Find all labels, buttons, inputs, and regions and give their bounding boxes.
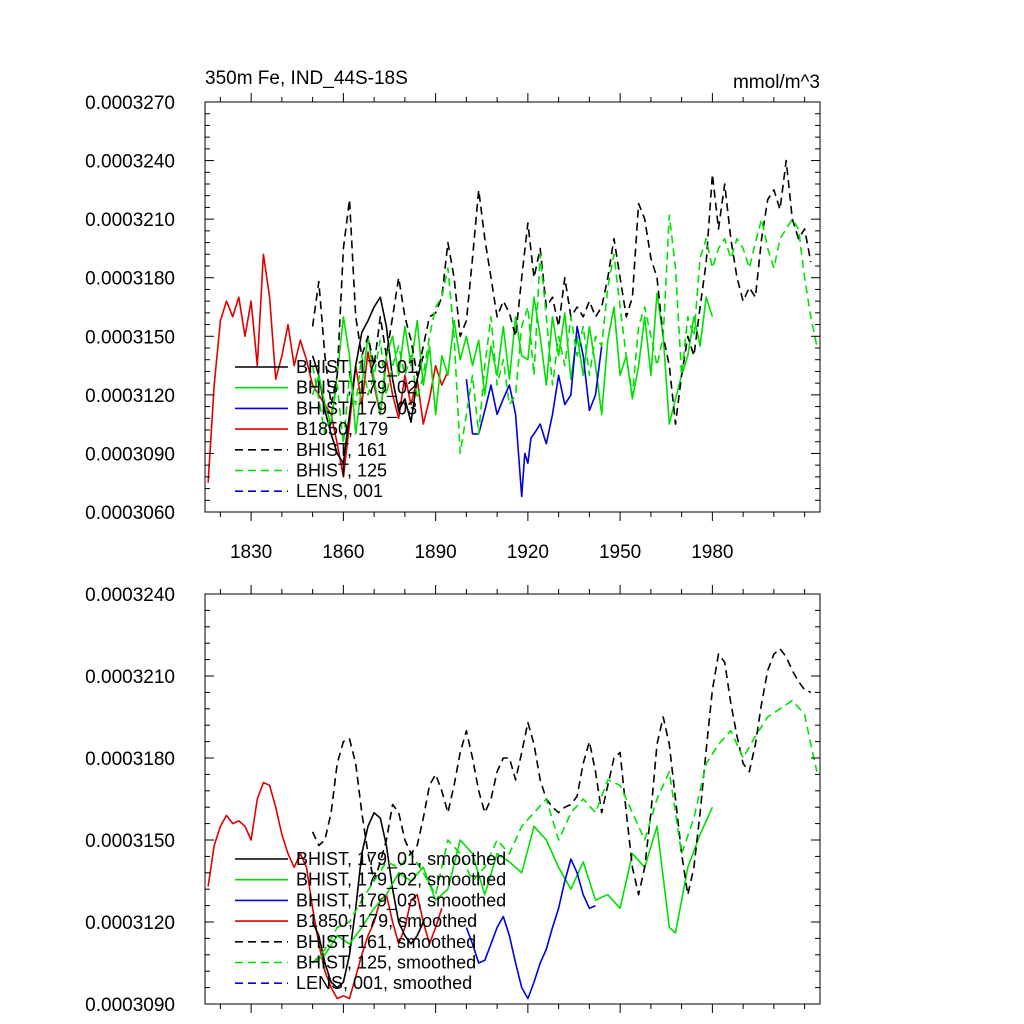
y-tick-label: 0.0003090 (85, 995, 175, 1016)
bottom-panel-frame (204, 593, 821, 1005)
legend-label: LENS, 001, smoothed (296, 973, 472, 993)
x-tick-label: 1920 (507, 542, 549, 563)
y-tick-label: 0.0003060 (85, 503, 175, 524)
legend-label: BHIST, 125 (296, 461, 387, 481)
x-tick-label: 1980 (691, 542, 733, 563)
legend-label: BHIST, 179_02 (296, 378, 417, 399)
series-line-b1850-179 (207, 253, 449, 483)
bottom-panel-axes: 0.0003090 0.0003120 0.0003150 0.0003180 0.00… (85, 585, 820, 1016)
series-line-bhist-179-03 (465, 325, 603, 498)
top-panel-frame (204, 101, 821, 513)
top-panel-units: mmol/m^3 (733, 72, 820, 93)
y-tick-label: 0.0003120 (85, 386, 175, 407)
x-tick-label: 1860 (322, 542, 364, 563)
legend-label: LENS, 001 (296, 481, 383, 501)
legend-label: B1850, 179, smoothed (296, 911, 477, 931)
y-tick-label: 0.0003150 (85, 831, 175, 852)
legend-label: BHIST, 179_03 (296, 398, 417, 419)
series-line-bhist-179-01 (311, 811, 425, 989)
legend-label: B1850, 179 (296, 419, 388, 439)
series-line-bhist-161 (311, 159, 812, 425)
series-line-bhist-179-02 (312, 806, 714, 964)
y-tick-label: 0.0003150 (85, 327, 175, 348)
x-tick-label: 1950 (599, 542, 641, 563)
top-panel: 350m Fe, IND_44S-18S mmol/m^3 0.00030600… (85, 68, 821, 563)
series-line-bhist-179-03 (465, 858, 596, 1000)
y-tick-label: 0.0003210 (85, 210, 175, 231)
legend-label: BHIST, 125, smoothed (296, 953, 476, 973)
series-line-bhist-179-02 (311, 292, 714, 435)
y-tick-label: 0.0003210 (85, 667, 175, 688)
x-tick-label: 1890 (414, 542, 456, 563)
legend-label: BHIST, 161, smoothed (296, 932, 476, 952)
legend-label: BHIST, 161 (296, 440, 387, 460)
legend-label: BHIST, 179_01, smoothed (296, 849, 506, 870)
y-tick-label: 0.0003180 (85, 749, 175, 770)
y-tick-label: 0.0003240 (85, 152, 175, 173)
top-panel-axes: 0.0003060 0.0003090 0.0003120 0.0003150 0.00… (85, 93, 820, 563)
top-panel-series (207, 159, 818, 498)
series-line-bhist-179-01 (311, 296, 425, 465)
x-tick-label: 1830 (230, 542, 272, 563)
top-panel-title: 350m Fe, IND_44S-18S (205, 68, 408, 89)
legend-label: BHIST, 179_03, smoothed (296, 890, 506, 911)
bottom-panel-series (207, 647, 818, 1000)
y-tick-label: 0.0003270 (85, 93, 175, 114)
bottom-panel: 0.0003090 0.0003120 0.0003150 0.0003180 0.00… (85, 585, 821, 1016)
legend-label: BHIST, 179_01 (296, 357, 417, 378)
y-tick-label: 0.0003240 (85, 585, 175, 606)
series-line-bhist-125 (311, 214, 818, 455)
y-tick-label: 0.0003180 (85, 269, 175, 290)
legend-label: BHIST, 179_02, smoothed (296, 870, 506, 891)
series-line-bhist-161 (311, 647, 812, 896)
y-tick-label: 0.0003120 (85, 913, 175, 934)
y-tick-label: 0.0003090 (85, 444, 175, 465)
